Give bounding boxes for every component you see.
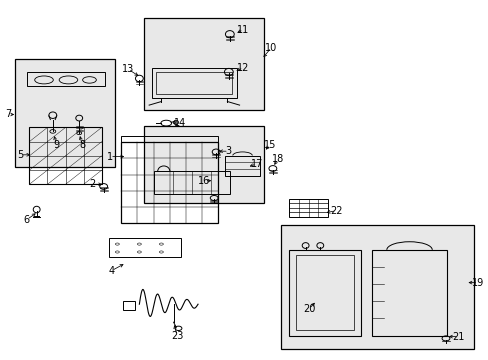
Bar — [121, 142, 218, 223]
Bar — [289, 199, 327, 217]
Bar — [371, 250, 447, 336]
Text: 16: 16 — [198, 176, 210, 186]
Text: 20: 20 — [302, 304, 315, 314]
Text: 5: 5 — [18, 150, 23, 160]
Text: 14: 14 — [173, 118, 186, 128]
Bar — [15, 59, 115, 167]
Text: 19: 19 — [471, 278, 484, 288]
Bar — [151, 68, 237, 98]
Text: 2: 2 — [89, 179, 95, 189]
Bar — [29, 127, 102, 184]
Text: 12: 12 — [237, 63, 249, 73]
Bar — [224, 156, 260, 176]
Text: 21: 21 — [451, 332, 464, 342]
Text: 10: 10 — [264, 42, 277, 53]
Text: 9: 9 — [53, 140, 59, 150]
Bar — [144, 126, 264, 203]
Bar — [144, 18, 264, 110]
Bar — [295, 255, 353, 330]
Bar — [121, 136, 218, 142]
Bar — [108, 238, 181, 257]
Text: 15: 15 — [263, 140, 276, 150]
Bar — [288, 250, 360, 336]
Text: 7: 7 — [6, 109, 12, 120]
Text: 17: 17 — [250, 159, 263, 169]
Bar — [281, 225, 473, 349]
Text: 23: 23 — [170, 330, 183, 341]
Text: 13: 13 — [122, 64, 134, 74]
Bar — [156, 72, 232, 94]
Text: 4: 4 — [108, 266, 114, 276]
Text: 18: 18 — [271, 154, 284, 164]
Text: 1: 1 — [107, 152, 113, 162]
Text: 3: 3 — [225, 146, 231, 156]
Text: 11: 11 — [237, 24, 249, 35]
Text: 6: 6 — [24, 215, 30, 225]
Bar — [154, 171, 229, 194]
Bar — [123, 301, 135, 310]
Text: 22: 22 — [329, 206, 342, 216]
Text: 8: 8 — [79, 140, 85, 150]
